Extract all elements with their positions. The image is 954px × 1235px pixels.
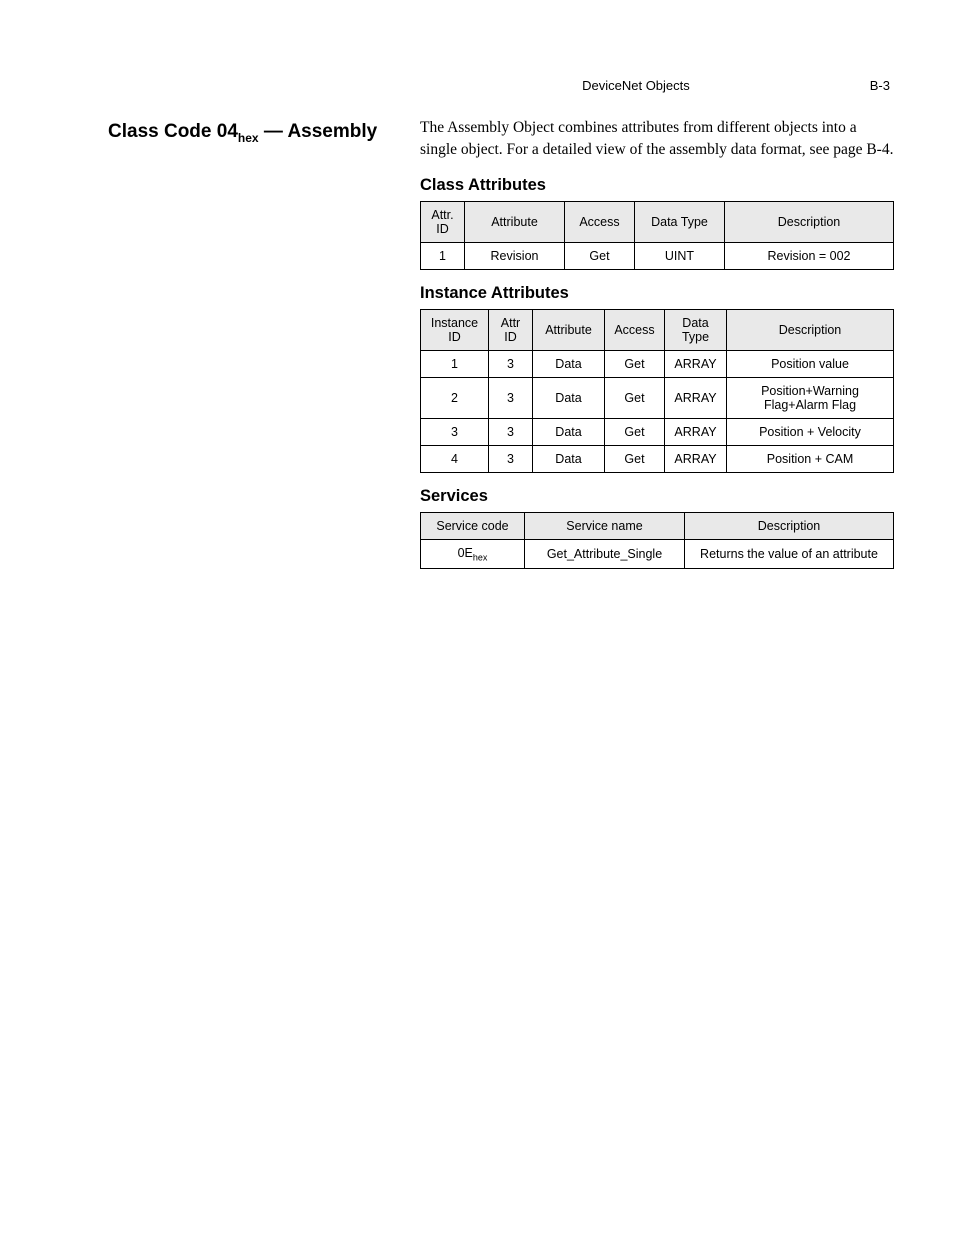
cell: Position value bbox=[727, 350, 894, 377]
cell: ARRAY bbox=[665, 445, 727, 472]
cell: Position + CAM bbox=[727, 445, 894, 472]
table-row: 1 Revision Get UINT Revision = 002 bbox=[421, 242, 894, 269]
class-attributes-heading: Class Attributes bbox=[420, 176, 894, 195]
col-header: Description bbox=[727, 309, 894, 350]
cell: 1 bbox=[421, 242, 465, 269]
cell: 2 bbox=[421, 377, 489, 418]
table-row: 1 3 Data Get ARRAY Position value bbox=[421, 350, 894, 377]
cell: 4 bbox=[421, 445, 489, 472]
cell: ARRAY bbox=[665, 418, 727, 445]
table-row: 4 3 Data Get ARRAY Position + CAM bbox=[421, 445, 894, 472]
col-header: Data Type bbox=[665, 309, 727, 350]
cell-service-name: Get_Attribute_Single bbox=[525, 539, 685, 569]
cell: 3 bbox=[489, 350, 533, 377]
col-header: Instance ID bbox=[421, 309, 489, 350]
cell-service-desc: Returns the value of an attribute bbox=[685, 539, 894, 569]
col-header: Access bbox=[605, 309, 665, 350]
col-header: Access bbox=[565, 201, 635, 242]
cell: Get bbox=[605, 445, 665, 472]
cell: 1 bbox=[421, 350, 489, 377]
cell: Revision = 002 bbox=[725, 242, 894, 269]
cell: Get bbox=[605, 377, 665, 418]
cell: 3 bbox=[489, 377, 533, 418]
cell: 3 bbox=[489, 418, 533, 445]
class-attributes-table: Attr. ID Attribute Access Data Type Desc… bbox=[420, 201, 894, 270]
col-header: Service code bbox=[421, 512, 525, 539]
table-header-row: Service code Service name Description bbox=[421, 512, 894, 539]
service-code-sub: hex bbox=[473, 552, 488, 562]
section-heading-prefix: Class Code 04 bbox=[108, 121, 238, 142]
cell: Position + Velocity bbox=[727, 418, 894, 445]
cell: 3 bbox=[489, 445, 533, 472]
header-pagenum: B-3 bbox=[870, 78, 890, 93]
cell: Data bbox=[533, 418, 605, 445]
cell: ARRAY bbox=[665, 377, 727, 418]
intro-paragraph: The Assembly Object combines attributes … bbox=[420, 117, 894, 162]
col-header: Description bbox=[725, 201, 894, 242]
cell: Position+Warning Flag+Alarm Flag bbox=[727, 377, 894, 418]
service-code-main: 0E bbox=[458, 546, 473, 560]
page-header: DeviceNet Objects B-3 bbox=[108, 78, 894, 93]
col-header: Attribute bbox=[465, 201, 565, 242]
instance-attributes-table: Instance ID Attr ID Attribute Access Dat… bbox=[420, 309, 894, 473]
table-header-row: Attr. ID Attribute Access Data Type Desc… bbox=[421, 201, 894, 242]
header-title: DeviceNet Objects bbox=[582, 78, 690, 93]
cell: Get bbox=[605, 350, 665, 377]
cell: Data bbox=[533, 445, 605, 472]
table-row: 0Ehex Get_Attribute_Single Returns the v… bbox=[421, 539, 894, 569]
section-heading-suffix: — Assembly bbox=[259, 121, 378, 142]
services-table: Service code Service name Description 0E… bbox=[420, 512, 894, 570]
col-header: Attribute bbox=[533, 309, 605, 350]
cell: Get bbox=[565, 242, 635, 269]
cell: Get bbox=[605, 418, 665, 445]
section-heading-sub: hex bbox=[238, 131, 259, 145]
cell-service-code: 0Ehex bbox=[421, 539, 525, 569]
col-header: Description bbox=[685, 512, 894, 539]
instance-attributes-heading: Instance Attributes bbox=[420, 284, 894, 303]
table-row: 3 3 Data Get ARRAY Position + Velocity bbox=[421, 418, 894, 445]
cell: Revision bbox=[465, 242, 565, 269]
services-heading: Services bbox=[420, 487, 894, 506]
cell: Data bbox=[533, 350, 605, 377]
cell: UINT bbox=[635, 242, 725, 269]
table-header-row: Instance ID Attr ID Attribute Access Dat… bbox=[421, 309, 894, 350]
cell: ARRAY bbox=[665, 350, 727, 377]
cell: Data bbox=[533, 377, 605, 418]
cell: 3 bbox=[421, 418, 489, 445]
section-heading: Class Code 04hex — Assembly bbox=[108, 117, 408, 147]
table-row: 2 3 Data Get ARRAY Position+Warning Flag… bbox=[421, 377, 894, 418]
col-header: Attr ID bbox=[489, 309, 533, 350]
col-header: Data Type bbox=[635, 201, 725, 242]
col-header: Service name bbox=[525, 512, 685, 539]
col-header: Attr. ID bbox=[421, 201, 465, 242]
